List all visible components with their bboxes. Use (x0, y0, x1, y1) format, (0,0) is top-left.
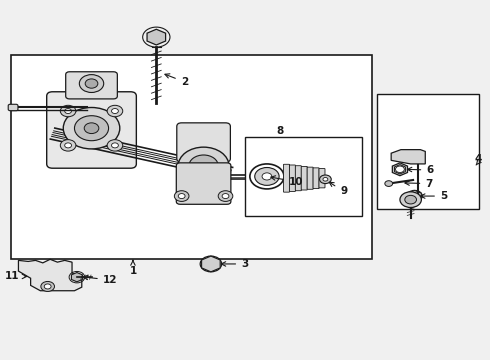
FancyBboxPatch shape (177, 123, 230, 162)
Polygon shape (72, 273, 82, 282)
Polygon shape (391, 150, 425, 164)
Bar (11, 55, 372, 258)
FancyBboxPatch shape (8, 104, 18, 111)
Circle shape (44, 284, 51, 289)
Polygon shape (392, 163, 408, 176)
Circle shape (85, 79, 98, 88)
Circle shape (205, 260, 217, 268)
Circle shape (112, 143, 119, 148)
Circle shape (60, 105, 76, 117)
Text: 6: 6 (407, 165, 434, 175)
Bar (245, 137, 362, 216)
FancyBboxPatch shape (284, 164, 290, 192)
Circle shape (255, 167, 279, 185)
Circle shape (395, 166, 404, 172)
FancyBboxPatch shape (290, 165, 295, 192)
Circle shape (41, 282, 54, 292)
Circle shape (218, 191, 233, 202)
Circle shape (79, 75, 104, 93)
Text: 12: 12 (83, 275, 117, 285)
Circle shape (174, 191, 189, 202)
Circle shape (400, 192, 421, 207)
FancyBboxPatch shape (295, 166, 301, 191)
FancyBboxPatch shape (319, 168, 325, 188)
Circle shape (65, 143, 72, 148)
FancyBboxPatch shape (301, 166, 307, 190)
Circle shape (189, 155, 218, 176)
Circle shape (63, 108, 120, 149)
Circle shape (385, 181, 392, 186)
Text: 2: 2 (165, 74, 188, 87)
Polygon shape (201, 256, 220, 272)
Polygon shape (19, 259, 82, 291)
Circle shape (74, 116, 109, 141)
FancyBboxPatch shape (66, 72, 117, 99)
Circle shape (84, 123, 99, 134)
FancyBboxPatch shape (313, 168, 319, 189)
Circle shape (323, 177, 328, 181)
Text: 11: 11 (5, 271, 26, 282)
Circle shape (319, 175, 331, 184)
Text: 4: 4 (474, 154, 482, 163)
FancyBboxPatch shape (176, 163, 231, 204)
Circle shape (60, 140, 76, 151)
Circle shape (405, 195, 416, 204)
Text: 5: 5 (420, 191, 447, 201)
Text: 1: 1 (129, 260, 137, 276)
Polygon shape (147, 29, 166, 45)
Text: 10: 10 (271, 176, 303, 187)
Circle shape (65, 108, 72, 113)
Circle shape (178, 194, 185, 199)
Circle shape (107, 105, 123, 117)
Circle shape (200, 256, 221, 272)
Circle shape (407, 190, 422, 202)
Circle shape (222, 194, 229, 199)
Circle shape (411, 194, 418, 199)
Bar (376, 94, 479, 208)
Text: 7: 7 (405, 179, 433, 189)
FancyBboxPatch shape (307, 167, 313, 189)
Circle shape (112, 108, 119, 113)
FancyBboxPatch shape (47, 92, 136, 168)
Text: 3: 3 (221, 259, 248, 269)
Circle shape (262, 173, 272, 180)
Circle shape (107, 140, 123, 151)
Text: 8: 8 (276, 126, 284, 136)
Text: 9: 9 (329, 182, 347, 197)
Circle shape (178, 147, 229, 184)
Polygon shape (408, 190, 421, 202)
